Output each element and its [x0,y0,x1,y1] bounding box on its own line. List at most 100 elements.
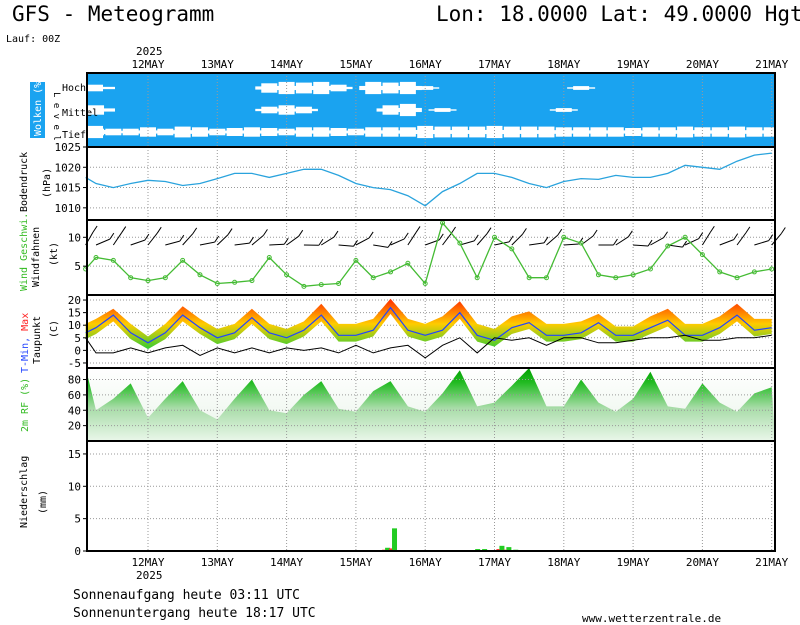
precip-bar-convective [499,545,505,551]
cloud-gap-streak [376,108,405,112]
wind-barb [355,237,370,246]
wind-barb [736,232,747,246]
year-label-top: 2025 [136,45,163,58]
wind-point [318,282,324,288]
wind-barb-flag [144,233,150,241]
cloud-gap-streak [99,130,128,134]
wind-barb [771,233,782,246]
wind-speed-points [83,220,775,289]
cloud-gap-streak [653,130,682,134]
wind-barb-flag [557,228,563,236]
wind-point [613,275,619,281]
y-tick-label: 10 [68,231,81,244]
top-date-label: 18MAY [547,58,580,71]
humidity-ylabel: 2m RF (%) [20,378,31,432]
y-tick-label: 20 [68,294,81,307]
cloud-gap-streak [411,129,440,135]
wind-barb [338,244,354,247]
y-tick-label: 5 [74,332,81,345]
cloud-gap-streak [255,108,284,112]
cloud-gap-streak [87,86,115,90]
wind-point [526,275,532,281]
wind-point [370,275,376,281]
cloud-gap-streak [393,85,422,91]
wind-point [284,272,290,278]
wind-barb-flag [733,233,739,240]
y-tick-label: 40 [68,404,81,417]
cloud-gap-streak [116,130,145,134]
cloud-gap-streak [463,130,492,134]
wind-point [232,279,238,285]
cloud-gap-streak [134,130,162,134]
wind-barb [546,234,559,246]
humidity-area [87,368,775,441]
cloud-panel: Wolken (%) L e v e l Hoch Mittel Tief [30,72,786,148]
cloud-gap-streak [376,130,405,134]
wind-barb [615,236,629,246]
wind-point [128,275,134,281]
bottom-date-label: 17MAY [478,556,511,569]
bottom-date-label: 15MAY [339,556,372,569]
site-link[interactable]: www.wetterzentrale.de [582,612,721,625]
dewpoint-line [85,334,772,359]
wind-barb [684,238,699,246]
y-tick-label: 1010 [55,202,82,215]
wind-barb-flag [745,226,751,234]
cloud-gap-streak [688,130,717,134]
wind-point [717,269,723,275]
wind-barb-flag [451,226,456,234]
temp-ylabel2: Taupunkt [32,316,43,364]
bottom-date-axis: 12MAY 13MAY 14MAY 15MAY 16MAY 17MAY 18MAY 19MAY… [131,556,788,569]
y-tick-label: 1025 [55,141,82,154]
wind-barb-flag [438,233,444,241]
wind-point [699,252,705,258]
wind-point [110,257,116,263]
wind-barb [234,242,250,246]
cloud-gap-streak [723,130,752,134]
wind-barb-flag [121,226,127,233]
wind-barb [269,243,285,246]
wind-barb-flag [698,232,704,239]
cloud-level-low: Tief [62,130,86,141]
cloud-level-mid: Mittel [62,108,98,119]
bottom-date-label: 21MAY [755,556,788,569]
wind-barb [407,232,417,246]
wind-barb [95,238,111,246]
precip-bar-stratiform [389,548,393,551]
cloud-gap-streak [203,130,232,134]
wind-point [249,278,255,284]
wind-barb-flag [92,225,98,233]
y-tick-label: -5 [68,357,81,370]
wind-barb-flag [249,236,254,244]
cloud-marks [87,73,786,147]
cloud-gap-streak [445,130,474,134]
cloud-gap-streak [255,86,284,90]
wind-point [647,266,653,272]
header-title: GFS - Meteogramm [12,2,214,26]
wind-barb [701,232,711,246]
wind-barb-flag [368,231,374,239]
wind-barb-flag [647,239,653,247]
cloud-ylabel-bg [30,82,45,138]
wind-point [492,234,497,240]
cloud-gap-streak [359,130,388,134]
wind-barb-flag [682,240,688,248]
wind-barb [390,238,405,246]
top-date-label: 16MAY [409,58,442,71]
precip-bar-convective [392,528,398,551]
cloud-gap-streak [480,129,509,135]
wind-barb [165,240,180,246]
wind-barb-flag [403,232,409,240]
wind-barb-flag [768,234,774,241]
wind-point [180,257,186,263]
cloud-side-label: L e v e l [51,92,61,141]
wind-barbs [85,225,786,248]
cloud-gap-streak [567,130,596,134]
pressure-ylabel: Bodendruck [19,152,30,212]
wind-barb [442,232,452,246]
header-coords: Lon: 18.0000 Lat: 49.0000 Hgt: 4 [436,2,800,26]
top-date-label: 17MAY [478,58,511,71]
wind-barb [650,237,664,246]
cloud-gap-streak [705,130,734,134]
